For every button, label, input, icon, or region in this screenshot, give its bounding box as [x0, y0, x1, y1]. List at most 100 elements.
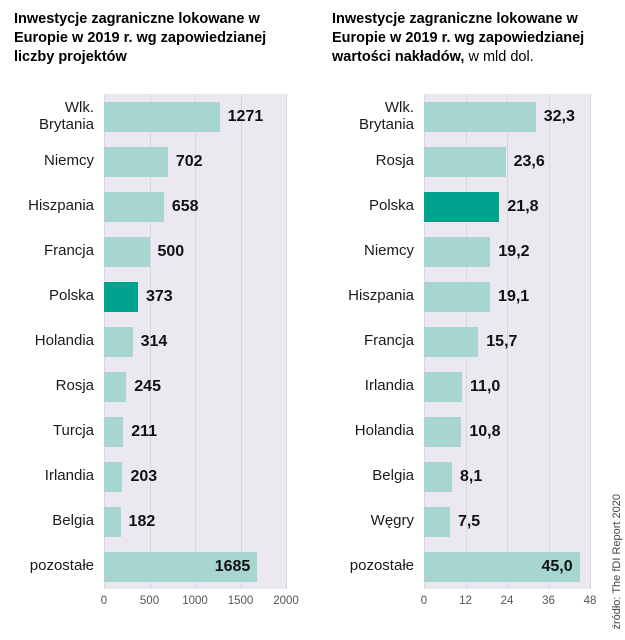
value-label: 8,1	[460, 467, 483, 485]
bar	[424, 101, 536, 132]
bar-track: 658	[104, 184, 286, 229]
category-label: Hiszpania	[28, 197, 94, 215]
value-label: 658	[171, 197, 199, 215]
bar-track: 702	[104, 139, 286, 184]
x-axis: 0 500 1000 1500 2000	[100, 589, 299, 611]
category-label: Niemcy	[43, 152, 94, 170]
bar-track: 11,0	[424, 364, 590, 409]
category-label: Rosja	[55, 377, 94, 395]
bar	[424, 416, 462, 447]
category-label: Rosja	[375, 152, 414, 170]
bar-row: Irlandia 203	[14, 454, 286, 499]
value-label: 45,0	[541, 557, 573, 575]
category-label: Polska	[368, 197, 414, 215]
bar-track: 1271	[104, 94, 286, 139]
x-tick-label: 36	[542, 595, 555, 607]
bar-row: Węgry 7,5	[332, 499, 590, 544]
bar-track: 203	[104, 454, 286, 499]
chart-title-suffix: w mld dol.	[464, 49, 534, 66]
bar	[424, 371, 463, 402]
bar-track: 10,8	[424, 409, 590, 454]
category-label: pozostałe	[29, 557, 94, 575]
x-tick-label: 1500	[227, 595, 254, 607]
bar: 45,0	[424, 551, 580, 582]
x-tick-label: 0	[420, 595, 428, 607]
chart-body: Wlk. Brytania 32,3 Rosja 23,6 Polska 21,8 Niem…	[332, 94, 591, 589]
value-label: 11,0	[470, 377, 501, 395]
bar-row: Niemcy 19,2	[332, 229, 590, 274]
bar-row: Polska 21,8	[332, 184, 590, 229]
category-label: Belgia	[52, 512, 94, 530]
gridline	[286, 94, 287, 589]
gridline	[507, 94, 508, 589]
bar	[104, 146, 168, 177]
bar-track: 245	[104, 364, 286, 409]
category-label: Irlandia	[364, 377, 414, 395]
gridline	[149, 94, 151, 589]
bar-row: pozostałe 45,0	[332, 544, 590, 589]
bar-row: Hiszpania 658	[14, 184, 286, 229]
x-tick-label: 500	[139, 595, 160, 607]
bar	[104, 236, 150, 267]
category-label: Turcja	[52, 422, 94, 440]
bar	[104, 461, 123, 492]
value-label: 19,1	[498, 287, 530, 305]
bar-track: 373	[104, 274, 286, 319]
chart-body: Wlk. Brytania 1271 Niemcy 702 Hiszpania 658 Fr…	[14, 94, 287, 589]
chart-title-bold: Inwestycje zagraniczne lokowane w Europi…	[14, 11, 267, 66]
bar	[104, 326, 133, 357]
bar-track: 21,8	[424, 184, 590, 229]
bar: 1685	[104, 551, 258, 582]
category-label: Francja	[363, 332, 414, 350]
category-label: Polska	[48, 287, 94, 305]
value-label: 245	[134, 377, 161, 395]
category-label: Holandia	[34, 332, 94, 350]
chart-investment-value: Inwestycje zagraniczne lokowane w Europi…	[332, 10, 597, 611]
x-tick-label: 0	[100, 595, 108, 607]
bar	[424, 506, 450, 537]
bar	[424, 146, 506, 177]
bar-highlighted	[424, 191, 500, 222]
bar-track: 211	[104, 409, 286, 454]
bar-rows: Wlk. Brytania 1271 Niemcy 702 Hiszpania 658 Fr…	[14, 94, 286, 589]
bar-row: Polska 373	[14, 274, 286, 319]
x-tick-label: 1000	[182, 595, 208, 607]
value-label: 702	[175, 152, 203, 170]
bar-track: 182	[104, 499, 286, 544]
bar-row: Niemcy 702	[14, 139, 286, 184]
bar	[104, 101, 220, 132]
category-label: pozostałe	[349, 557, 414, 575]
category-label: Hiszpania	[348, 287, 414, 305]
bar-row: Wlk. Brytania 1271	[14, 94, 286, 139]
chart-title: Inwestycje zagraniczne lokowane w Europi…	[332, 10, 590, 94]
value-label: 500	[157, 242, 185, 260]
bar-track: 7,5	[424, 499, 590, 544]
value-label: 21,8	[507, 197, 539, 215]
category-label: Węgry	[370, 512, 414, 530]
value-label: 19,2	[498, 242, 530, 260]
bar-row: Hiszpania 19,1	[332, 274, 590, 319]
bar-row: pozostałe 1685	[14, 544, 286, 589]
bar-track: 45,0	[424, 544, 590, 589]
bar	[424, 281, 491, 312]
bar-rows: Wlk. Brytania 32,3 Rosja 23,6 Polska 21,8 Niem…	[332, 94, 590, 589]
value-label: 10,8	[469, 422, 501, 440]
x-tick-label: 12	[459, 595, 472, 607]
bar-row: Holandia 314	[14, 319, 286, 364]
gridline	[590, 94, 591, 589]
charts-container: Inwestycje zagraniczne lokowane w Europi…	[14, 10, 597, 611]
bar-row: Wlk. Brytania 32,3	[332, 94, 590, 139]
bar-row: Turcja 211	[14, 409, 286, 454]
bar	[104, 191, 164, 222]
bar	[424, 326, 479, 357]
bar	[104, 416, 124, 447]
chart-projects-count: Inwestycje zagraniczne lokowane w Europi…	[14, 10, 299, 611]
gridline	[195, 94, 196, 589]
bar-row: Francja 500	[14, 229, 286, 274]
category-label: Belgia	[372, 467, 414, 485]
value-label: 23,6	[513, 152, 545, 170]
value-label: 314	[140, 332, 168, 350]
bar-track: 32,3	[424, 94, 590, 139]
x-axis: 0 12 24 36 48	[420, 589, 597, 611]
